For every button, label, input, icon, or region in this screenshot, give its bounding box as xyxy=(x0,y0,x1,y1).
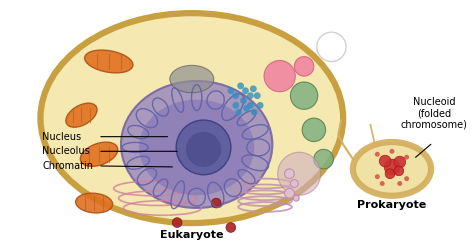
Circle shape xyxy=(404,176,409,181)
Circle shape xyxy=(172,218,182,227)
Circle shape xyxy=(251,109,258,116)
Text: Nucleolus: Nucleolus xyxy=(42,146,90,156)
Text: Chromatin: Chromatin xyxy=(42,161,93,171)
Ellipse shape xyxy=(40,13,343,223)
Circle shape xyxy=(232,102,239,109)
Circle shape xyxy=(375,174,380,179)
Circle shape xyxy=(240,97,247,104)
Ellipse shape xyxy=(85,50,133,73)
Circle shape xyxy=(250,86,257,92)
Text: Nucleoid
(folded
chromosome): Nucleoid (folded chromosome) xyxy=(401,97,467,130)
Circle shape xyxy=(264,61,295,92)
Ellipse shape xyxy=(353,142,431,196)
Circle shape xyxy=(284,169,294,179)
Circle shape xyxy=(397,181,402,186)
Ellipse shape xyxy=(66,103,97,127)
Circle shape xyxy=(257,102,264,109)
Circle shape xyxy=(379,155,391,167)
Circle shape xyxy=(294,57,314,76)
Circle shape xyxy=(226,223,236,232)
Ellipse shape xyxy=(170,65,214,93)
Circle shape xyxy=(243,105,250,112)
Circle shape xyxy=(375,152,380,157)
Text: Eukaryote: Eukaryote xyxy=(160,230,224,240)
Ellipse shape xyxy=(80,142,118,166)
Circle shape xyxy=(228,87,234,94)
Circle shape xyxy=(291,82,318,109)
Circle shape xyxy=(394,166,404,176)
Circle shape xyxy=(237,83,244,89)
Circle shape xyxy=(385,169,395,179)
Circle shape xyxy=(390,149,394,154)
Text: Nucleus: Nucleus xyxy=(42,132,82,142)
Circle shape xyxy=(302,118,326,142)
Ellipse shape xyxy=(121,81,273,208)
Circle shape xyxy=(247,102,254,109)
Circle shape xyxy=(314,149,333,169)
Circle shape xyxy=(394,156,406,168)
Circle shape xyxy=(384,159,400,175)
Text: Prokaryote: Prokaryote xyxy=(357,200,427,210)
Circle shape xyxy=(247,92,254,99)
Circle shape xyxy=(254,92,261,99)
Circle shape xyxy=(232,92,239,99)
Circle shape xyxy=(293,195,299,201)
Circle shape xyxy=(235,109,242,116)
Circle shape xyxy=(211,198,221,208)
Circle shape xyxy=(278,152,321,195)
Circle shape xyxy=(284,188,294,198)
Circle shape xyxy=(242,87,249,94)
Circle shape xyxy=(317,32,346,61)
Ellipse shape xyxy=(139,99,254,195)
Circle shape xyxy=(176,120,231,175)
Ellipse shape xyxy=(76,193,113,213)
Circle shape xyxy=(291,180,298,187)
Circle shape xyxy=(186,132,221,167)
Circle shape xyxy=(404,155,409,159)
Circle shape xyxy=(380,181,384,186)
